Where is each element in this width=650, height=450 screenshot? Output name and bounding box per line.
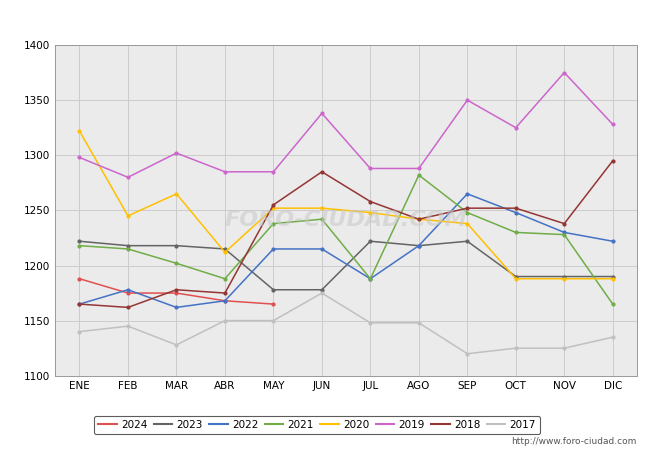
Text: FORO-CIUDAD.COM: FORO-CIUDAD.COM bbox=[225, 210, 467, 230]
Text: Afiliados en Mojados a 31/5/2024: Afiliados en Mojados a 31/5/2024 bbox=[187, 9, 463, 27]
Legend: 2024, 2023, 2022, 2021, 2020, 2019, 2018, 2017: 2024, 2023, 2022, 2021, 2020, 2019, 2018… bbox=[94, 416, 540, 434]
Text: http://www.foro-ciudad.com: http://www.foro-ciudad.com bbox=[512, 436, 637, 446]
